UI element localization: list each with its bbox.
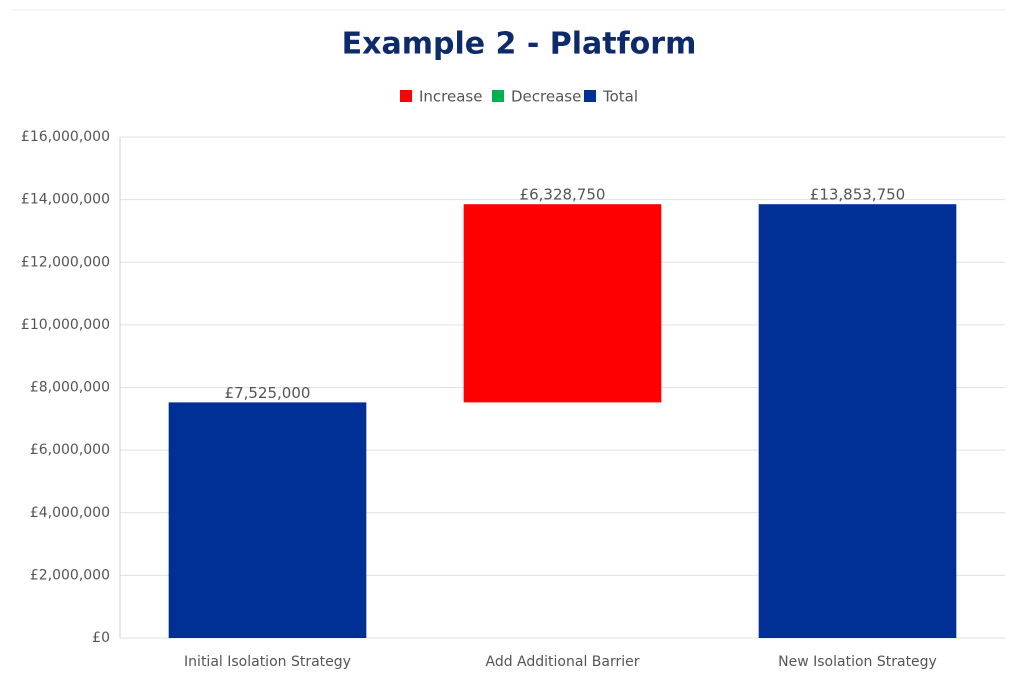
y-tick-label: £16,000,000 xyxy=(21,129,110,145)
x-tick-label: New Isolation Strategy xyxy=(778,654,937,670)
bar xyxy=(463,204,662,403)
data-label: £7,525,000 xyxy=(225,384,311,402)
y-tick-label: £2,000,000 xyxy=(30,567,110,583)
y-tick-label: £12,000,000 xyxy=(21,254,110,270)
legend-swatch xyxy=(584,90,596,102)
y-tick-label: £0 xyxy=(92,630,110,646)
data-label: £13,853,750 xyxy=(810,186,905,204)
y-tick-label: £10,000,000 xyxy=(21,317,110,333)
y-tick-label: £6,000,000 xyxy=(30,442,110,458)
legend-label: Increase xyxy=(419,88,482,106)
bar xyxy=(168,402,367,638)
y-tick-label: £8,000,000 xyxy=(30,380,110,396)
legend-label: Decrease xyxy=(511,88,581,106)
data-label: £6,328,750 xyxy=(520,186,606,204)
legend-swatch xyxy=(400,90,412,102)
legend-swatch xyxy=(492,90,504,102)
bar xyxy=(758,204,957,638)
chart-title: Example 2 - Platform xyxy=(342,27,697,62)
y-tick-label: £4,000,000 xyxy=(30,505,110,521)
y-tick-label: £14,000,000 xyxy=(21,192,110,208)
legend-label: Total xyxy=(602,88,638,106)
x-tick-label: Initial Isolation Strategy xyxy=(184,654,351,670)
x-tick-label: Add Additional Barrier xyxy=(486,654,640,670)
